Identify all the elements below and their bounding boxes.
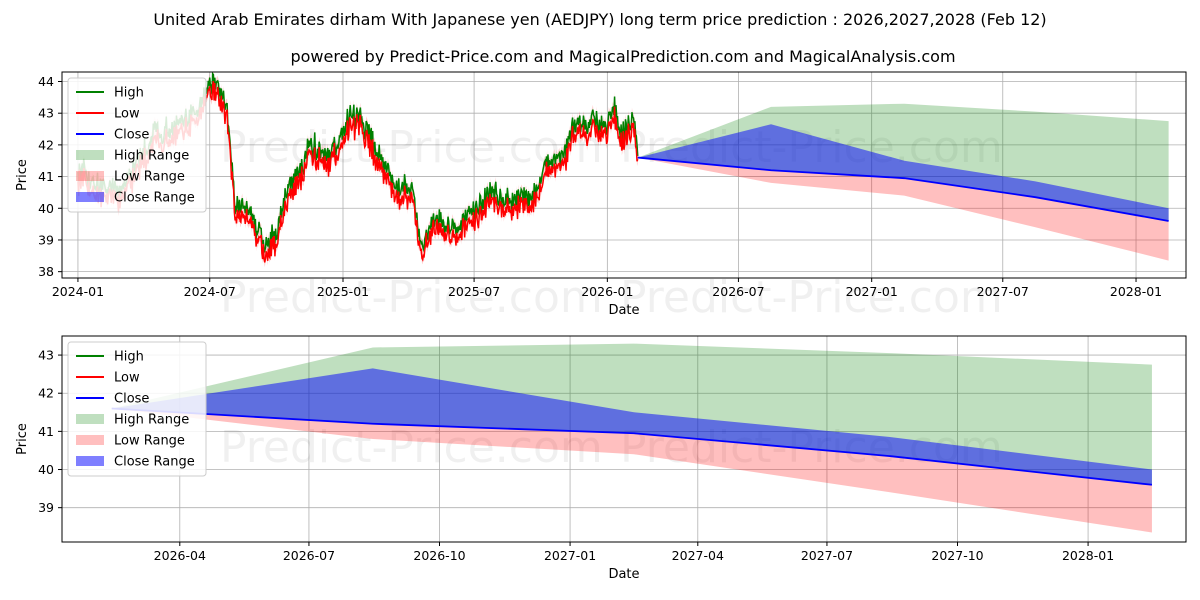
plot-frame: [61, 71, 1187, 279]
legend-box: [67, 341, 207, 477]
y-tick-label: 40: [38, 201, 54, 216]
legend-swatch-patch: [76, 435, 104, 445]
legend-label: Close Range: [114, 455, 195, 470]
x-tick-label: 2026-01: [581, 284, 633, 299]
x-tick-label: 2026-07: [283, 548, 335, 563]
x-tick-label: 2028-01: [1062, 548, 1114, 563]
legend-swatch-patch: [76, 150, 104, 160]
y-tick-label: 42: [38, 137, 54, 152]
legend-swatch-patch: [76, 171, 104, 181]
x-tick-label: 2024-07: [184, 284, 236, 299]
x-tick-label: 2024-01: [52, 284, 104, 299]
plot-area: [111, 343, 1153, 533]
legend: High Low Close High Range Low Range Close Ran…: [67, 341, 207, 477]
legend-label: Close: [114, 392, 149, 407]
x-tick-label: 2026-10: [413, 548, 465, 563]
legend-label: Low: [114, 107, 140, 122]
x-tick-label: 2025-07: [448, 284, 500, 299]
legend-label: High: [114, 86, 144, 101]
plot-area: [77, 72, 1169, 268]
legend-label: Close: [114, 128, 149, 143]
chart-title: United Arab Emirates dirham With Japanes…: [153, 10, 1046, 29]
y-tick-label: 39: [38, 232, 54, 247]
legend-box: [67, 77, 207, 213]
close-forecast-line: [637, 156, 1169, 222]
y-tick-label: 38: [38, 264, 54, 279]
y-tick-label: 43: [38, 348, 54, 363]
y-tick-label: 43: [38, 106, 54, 121]
bottom-chart-panel: Predict-Price.comPredict-Price.com2026-0…: [15, 335, 1187, 582]
y-tick-label: 40: [38, 462, 54, 477]
top-chart-panel: Predict-Price.com Predict-Price.com Predic…: [15, 71, 1187, 323]
x-tick-label: 2027-01: [846, 284, 898, 299]
x-tick-label: 2027-07: [977, 284, 1029, 299]
legend-label: Low Range: [114, 434, 185, 449]
x-tick-label: 2027-10: [931, 548, 983, 563]
watermark-text: Predict-Price.com: [620, 272, 1003, 323]
x-tick-label: 2027-04: [672, 548, 724, 563]
close-forecast-line: [111, 407, 1153, 486]
y-tick-label: 42: [38, 386, 54, 401]
y-axis-label: Price: [15, 423, 30, 455]
legend-swatch-patch: [76, 456, 104, 466]
plot-frame: [61, 335, 1187, 543]
y-tick-label: 44: [38, 74, 54, 89]
x-tick-label: 2026-04: [154, 548, 206, 563]
legend-swatch-patch: [76, 414, 104, 424]
watermark-text: Predict-Price.com: [220, 272, 603, 323]
x-tick-label: 2025-01: [317, 284, 369, 299]
chart-subtitle: powered by Predict-Price.com and Magical…: [290, 47, 955, 66]
y-axis-label: Price: [15, 159, 30, 191]
y-tick-label: 39: [38, 500, 54, 515]
legend-label: High: [114, 350, 144, 365]
legend-label: Low Range: [114, 170, 185, 185]
watermark-text: Predict-Price.com: [220, 122, 603, 173]
x-axis-label: Date: [608, 567, 639, 582]
x-tick-label: 2027-01: [544, 548, 596, 563]
legend-label: Close Range: [114, 191, 195, 206]
x-axis-label: Date: [608, 303, 639, 318]
x-tick-label: 2027-07: [801, 548, 853, 563]
x-tick-label: 2026-07: [712, 284, 764, 299]
y-tick-label: 41: [38, 169, 54, 184]
legend-swatch-patch: [76, 192, 104, 202]
legend: High Low Close High Range Low Range Close Ran…: [67, 77, 207, 213]
legend-label: Low: [114, 371, 140, 386]
legend-label: High Range: [114, 413, 189, 428]
legend-label: High Range: [114, 149, 189, 164]
x-tick-label: 2028-01: [1110, 284, 1162, 299]
y-tick-label: 41: [38, 424, 54, 439]
